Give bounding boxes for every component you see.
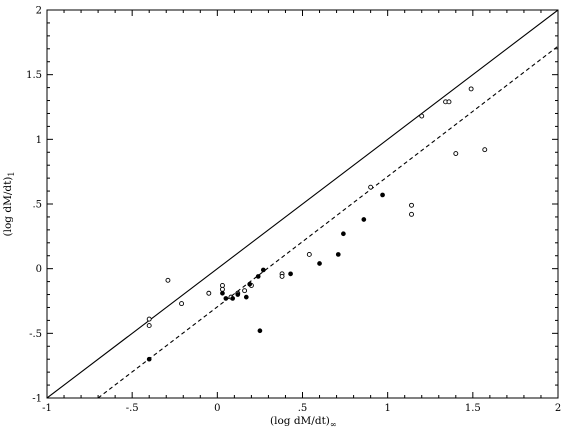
open-point [146,323,152,329]
y-tick-label: .5 [32,200,42,211]
y-axis-title: (log dM/dt)1 [2,172,16,237]
x-tick-label: .5 [298,403,308,414]
open-point [368,184,374,190]
filled-point [317,261,322,266]
filled-point [230,296,236,301]
tick-labels: -1 -.5 0 .5 1 1.5 2 -1 -.5 0 .5 1 1.5 2 [26,6,561,415]
open-point [206,290,212,296]
open-point [242,288,248,294]
x-axis-title: (log dM/dt)∞ [270,415,337,429]
filled-point [361,217,367,222]
filled-point [220,290,225,296]
y-tick-label: 2 [36,6,42,17]
data-points [146,86,488,362]
open-point [219,286,225,292]
filled-point [341,231,346,237]
x-tick-label: 1.5 [465,403,481,414]
filled-point [146,356,152,362]
x-tick-label: -1 [42,403,52,414]
x-tick-label: 0 [214,403,220,414]
x-tick-label: 2 [555,403,561,414]
filled-point [380,192,385,198]
x-tick-label: -.5 [126,403,139,414]
open-point [219,283,225,288]
open-point [468,86,474,92]
x-tick-label: 1 [384,403,390,414]
open-point [279,273,285,279]
axis-ticks [46,9,559,399]
x-axis-title-main: (log dM/dt) [270,415,330,427]
y-tick-label: -.5 [29,329,42,340]
open-point [453,151,459,157]
open-point [419,113,425,119]
y-tick-label: 0 [36,264,42,275]
y-tick-label: 1.5 [26,70,42,81]
x-axis-title-sub: ∞ [330,420,337,429]
open-point [165,277,171,283]
open-point [482,147,488,153]
filled-point [260,267,266,273]
y-axis-title-main: (log dM/dt) [2,177,14,237]
open-point [179,301,185,307]
open-point [446,99,452,105]
filled-point [243,294,249,300]
open-point [146,316,152,322]
y-tick-label: -1 [32,394,42,405]
dashed-fit-line [97,45,558,398]
filled-point [255,274,261,279]
filled-point [235,292,241,297]
filled-point [335,252,341,257]
filled-point [223,296,229,301]
filled-point [288,271,293,277]
open-point [409,211,414,217]
open-point [409,202,414,208]
reference-lines [47,10,558,398]
open-point [306,251,312,257]
y-tick-label: 1 [36,135,42,146]
y-axis-title-sub: 1 [7,172,16,177]
filled-point [247,281,253,287]
solid-one-to-one-line [47,10,558,398]
filled-point [257,328,263,334]
